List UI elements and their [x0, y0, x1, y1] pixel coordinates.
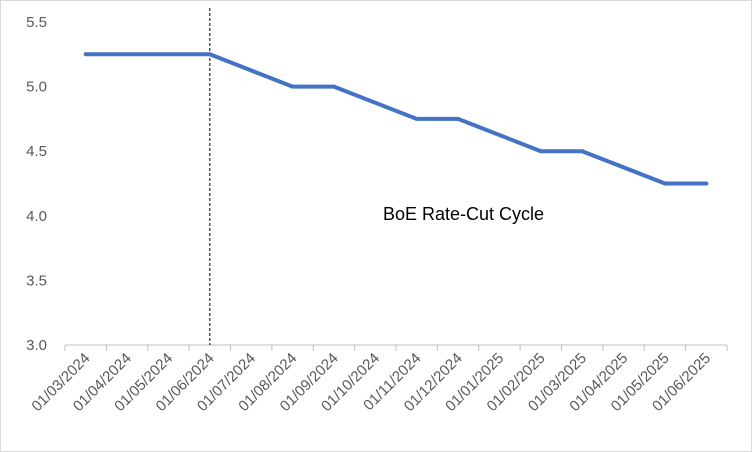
y-axis-tick-labels: 3.0 3.5 4.0 4.5 5.0 5.5 [26, 14, 47, 354]
y-tick-label: 3.0 [26, 337, 47, 354]
x-axis-tick-labels: 01/03/202401/04/202401/05/202401/06/2024… [28, 350, 714, 415]
y-tick-label: 3.5 [26, 272, 47, 289]
data-point [704, 181, 709, 186]
data-point [331, 84, 336, 89]
y-tick-label: 4.5 [26, 143, 47, 160]
y-tick-label: 5.0 [26, 79, 47, 96]
chart-annotation: BoE Rate-Cut Cycle [383, 204, 544, 224]
data-point [207, 52, 212, 57]
data-point [290, 84, 295, 89]
data-points [83, 52, 709, 186]
y-tick-label: 5.5 [26, 14, 47, 31]
data-point [83, 52, 88, 57]
y-tick-label: 4.0 [26, 208, 47, 225]
series-line-boe-rate [85, 52, 707, 186]
data-point [580, 149, 585, 154]
data-point [456, 116, 461, 121]
data-point [414, 116, 419, 121]
x-axis-ticks [64, 345, 728, 351]
data-point [538, 149, 543, 154]
data-point [662, 181, 667, 186]
